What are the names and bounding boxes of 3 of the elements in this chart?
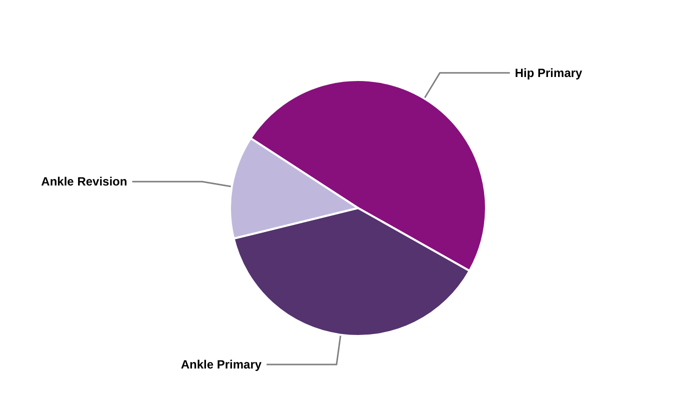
slice-label: Hip Primary bbox=[514, 66, 583, 80]
slice-label: Ankle Revision bbox=[41, 174, 128, 189]
slice-label: Ankle Primary bbox=[180, 358, 262, 372]
